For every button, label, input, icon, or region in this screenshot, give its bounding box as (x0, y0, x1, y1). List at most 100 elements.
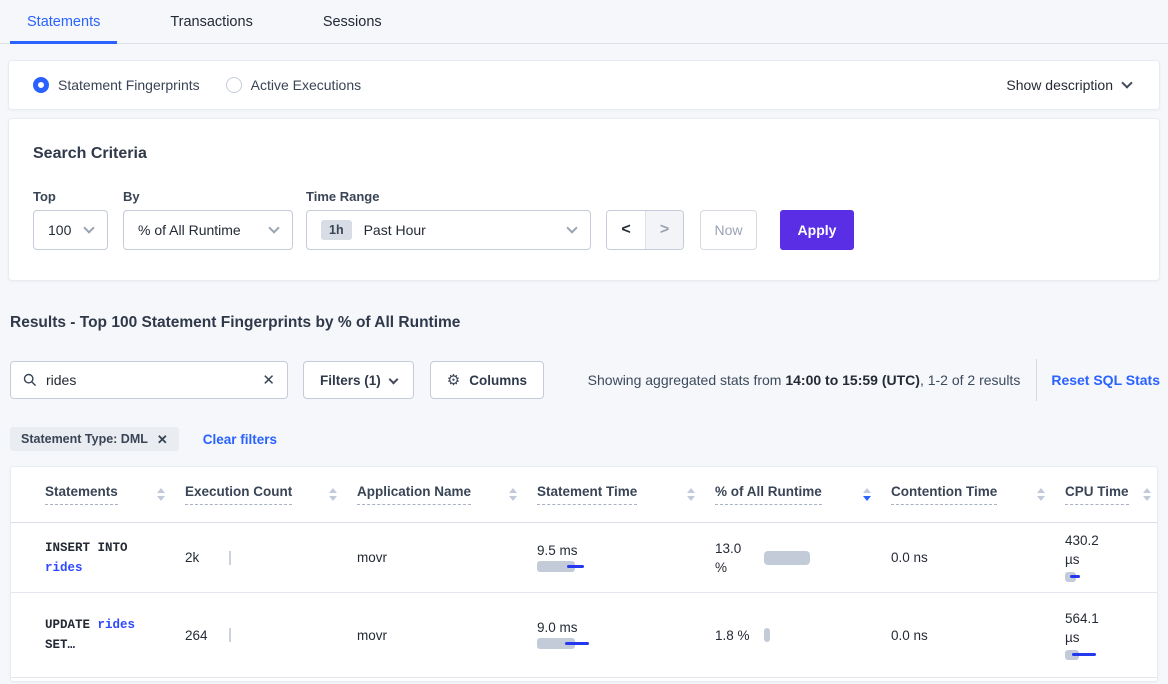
view-toggle-bar: Statement Fingerprints Active Executions… (8, 60, 1160, 110)
filter-chip-row: Statement Type: DML ✕ Clear filters (10, 427, 1158, 451)
vertical-divider (1036, 359, 1038, 401)
statement-link[interactable]: rides (45, 560, 83, 575)
by-select-value: % of All Runtime (138, 222, 241, 238)
chevron-down-icon (1121, 77, 1133, 89)
statement-link[interactable]: rides (97, 618, 136, 632)
search-criteria-fields: Top 100 By % of All Runtime Time Range 1… (33, 189, 1135, 250)
sort-icon (687, 488, 695, 501)
top-label: Top (33, 189, 56, 204)
radio-active-executions-label: Active Executions (250, 77, 362, 93)
tab-statements-label: Statements (27, 13, 101, 30)
table-row: INSERT INTO rides 2k movr 9.5 ms 13.0 % … (11, 523, 1157, 593)
statement-time-cell: 9.0 ms (537, 620, 715, 650)
filter-chip: Statement Type: DML ✕ (10, 427, 179, 451)
stats-summary: Showing aggregated stats from 14:00 to 1… (587, 372, 1021, 388)
time-range-badge: 1h (321, 220, 352, 240)
sort-icon (509, 488, 517, 501)
filters-button-label: Filters (1) (320, 372, 381, 388)
reset-sql-stats-link[interactable]: Reset SQL Stats (1051, 372, 1160, 388)
col-header-execution-count[interactable]: Execution Count (185, 484, 357, 505)
by-field: By % of All Runtime (123, 189, 306, 250)
now-button[interactable]: Now (700, 210, 757, 250)
top-select-value: 100 (48, 222, 72, 238)
cpu-time-cell: 564.1 µs (1065, 609, 1157, 662)
filter-chip-label: Statement Type: DML (21, 432, 148, 446)
sort-icon (1037, 488, 1045, 501)
results-heading: Results - Top 100 Statement Fingerprints… (10, 314, 461, 331)
col-header-contention-time[interactable]: Contention Time (891, 484, 1065, 505)
cpu-time-bar (1065, 572, 1135, 584)
search-icon (23, 373, 37, 387)
by-label: By (123, 189, 140, 204)
chip-remove-icon[interactable]: ✕ (156, 431, 168, 447)
sort-desc-icon (863, 488, 871, 501)
contention-time-cell: 0.0 ns (891, 627, 928, 643)
radio-statement-fingerprints[interactable]: Statement Fingerprints (33, 77, 200, 93)
time-range-prev-button[interactable]: < (607, 211, 645, 249)
chevron-down-icon (83, 222, 95, 234)
sort-icon (157, 488, 165, 501)
view-toggle-group: Statement Fingerprints Active Executions (33, 77, 361, 93)
cpu-time-cell: 430.2 µs (1065, 531, 1157, 584)
col-header-cpu-time[interactable]: CPU Time (1065, 484, 1157, 505)
radio-selected-icon (33, 77, 49, 93)
search-criteria-title: Search Criteria (33, 145, 147, 162)
top-field: Top 100 (33, 189, 123, 250)
statement-time-cell: 9.5 ms (537, 543, 715, 573)
runtime-pct-cell: 13.0 % (715, 539, 891, 577)
radio-active-executions[interactable]: Active Executions (225, 77, 362, 93)
time-range-next-button[interactable]: > (645, 211, 683, 249)
execution-count-bar (229, 628, 231, 642)
sort-icon (329, 488, 337, 501)
by-select[interactable]: % of All Runtime (123, 210, 293, 250)
table-row: UPDATE rides SET… 264 movr 9.0 ms 1.8 % … (11, 593, 1157, 678)
radio-statement-fingerprints-label: Statement Fingerprints (58, 77, 200, 93)
statement-time-bar (537, 638, 607, 650)
col-header-statements[interactable]: Statements (45, 484, 185, 505)
table-header-row: Statements Execution Count Application N… (11, 467, 1157, 523)
execution-count-cell: 2k (185, 550, 357, 565)
time-range-field: Time Range 1h Past Hour (306, 189, 591, 250)
runtime-pct-bar (764, 628, 770, 642)
time-range-value: Past Hour (363, 222, 426, 238)
columns-button[interactable]: ⚙ Columns (429, 361, 544, 399)
apply-button-label: Apply (797, 222, 837, 238)
time-range-select[interactable]: 1h Past Hour (306, 210, 591, 250)
application-cell: movr (357, 627, 387, 643)
gear-icon: ⚙ (446, 372, 461, 389)
top-select[interactable]: 100 (33, 210, 108, 250)
statement-time-bar (537, 560, 607, 573)
now-button-label: Now (714, 222, 743, 238)
search-input[interactable] (46, 372, 263, 388)
show-description-toggle[interactable]: Show description (1006, 77, 1133, 93)
cpu-time-bar (1065, 649, 1135, 662)
results-toolbar: ✕ Filters (1) ⚙ Columns Showing aggregat… (0, 359, 1168, 401)
col-header-statement-time[interactable]: Statement Time (537, 484, 715, 505)
clear-filters-link[interactable]: Clear filters (202, 431, 278, 447)
statement-cell: INSERT INTO rides (45, 540, 128, 575)
tab-statements[interactable]: Statements (10, 0, 118, 44)
results-table: Statements Execution Count Application N… (10, 466, 1158, 682)
tab-transactions[interactable]: Transactions (153, 0, 269, 43)
filters-button[interactable]: Filters (1) (303, 361, 414, 399)
col-header-runtime-pct[interactable]: % of All Runtime (715, 484, 891, 505)
search-box: ✕ (10, 361, 288, 399)
runtime-pct-bar (764, 550, 810, 565)
tab-sessions-label: Sessions (322, 13, 382, 30)
show-description-label: Show description (1006, 77, 1113, 93)
execution-count-bar (229, 550, 231, 565)
tab-transactions-label: Transactions (170, 13, 253, 30)
sort-icon (1143, 488, 1151, 501)
tab-sessions[interactable]: Sessions (306, 0, 399, 43)
runtime-pct-cell: 1.8 % (715, 626, 891, 645)
radio-unselected-icon (225, 77, 242, 93)
time-range-label: Time Range (306, 189, 380, 204)
application-cell: movr (357, 550, 387, 565)
apply-button[interactable]: Apply (780, 210, 854, 250)
col-header-application-name[interactable]: Application Name (357, 484, 537, 505)
execution-count-cell: 264 (185, 628, 357, 643)
contention-time-cell: 0.0 ns (891, 550, 928, 565)
nav-tabbar: Statements Transactions Sessions (0, 0, 1168, 44)
clear-search-icon[interactable]: ✕ (262, 371, 275, 389)
search-criteria-card: Search Criteria Top 100 By % of All Runt… (8, 118, 1160, 281)
